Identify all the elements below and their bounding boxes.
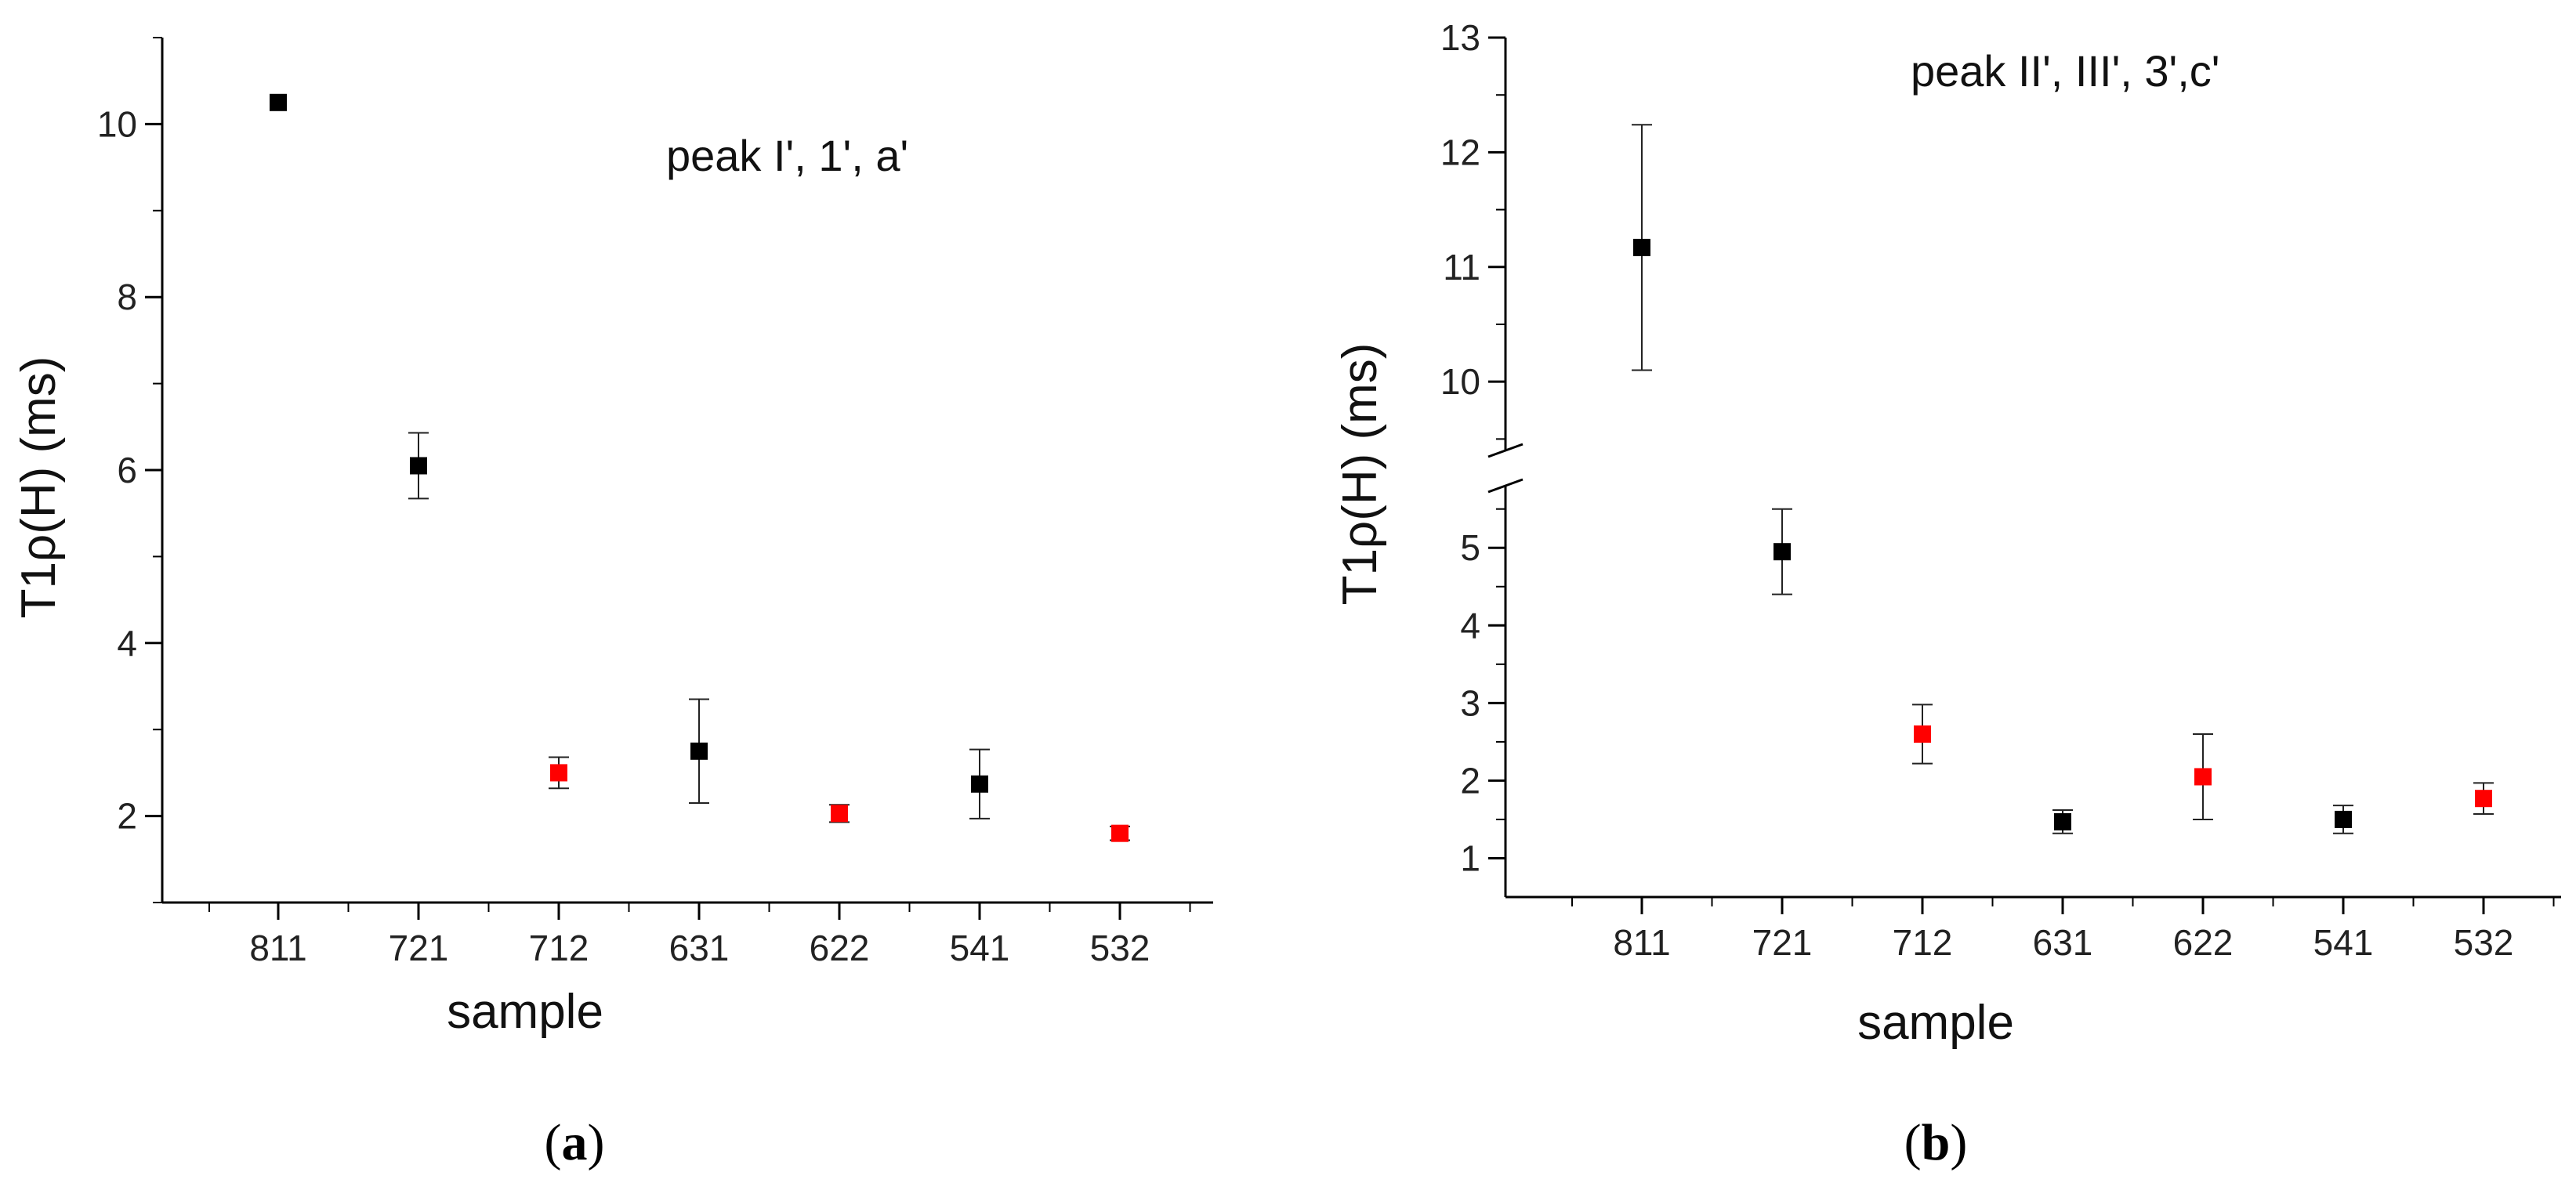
panel-a-y-tick-label: 6 [117, 450, 137, 490]
panel-b-x-tick-label: 631 [2033, 922, 2093, 963]
panel-b-chart: peak II', III', 3',c' sample T1ρ(H) (ms)… [1333, 17, 2561, 1050]
panel-a-x-tick-label: 811 [249, 928, 306, 968]
panel-b-data-point [2335, 810, 2352, 828]
panel-a-x-tick-label: 532 [1090, 928, 1150, 968]
panel-b-y-tick-label: 2 [1460, 760, 1480, 801]
panel-a-label: (a) [545, 1114, 605, 1171]
panel-a-data-point [971, 775, 988, 793]
panel-b-label: (b) [1904, 1114, 1968, 1171]
panel-b-x-axis-title: sample [1857, 996, 2014, 1050]
panel-a-y-tick-label: 8 [117, 277, 137, 317]
panel-b-y-tick-label: 3 [1460, 682, 1480, 723]
panel-b-annotation: peak II', III', 3',c' [1911, 46, 2220, 96]
panel-b-data-point [1914, 725, 1931, 743]
panel-a-y-tick-label: 4 [117, 623, 137, 664]
panel-a-x-tick-label: 721 [389, 928, 449, 968]
panel-b-data-point [1633, 238, 1650, 256]
panel-b-data-point [2475, 790, 2492, 808]
panel-b-data-point [1773, 543, 1791, 561]
panel-a-y-axis-title: T1ρ(H) (ms) [12, 356, 66, 619]
panel-a-x-tick-label: 631 [669, 928, 730, 968]
panel-a-data-point [1111, 824, 1129, 842]
panel-b-x-tick-label: 622 [2173, 922, 2234, 963]
panel-b-y-tick-label: 13 [1440, 17, 1480, 58]
panel-b-y-tick-label: 1 [1460, 838, 1480, 878]
panel-a-chart: peak I', 1', a' sample T1ρ(H) (ms) 24681… [12, 37, 1213, 1039]
panel-b-x-tick-label: 712 [1893, 922, 1953, 963]
panel-b-y-tick-label: 12 [1440, 132, 1480, 172]
panel-a-data-point [550, 764, 567, 782]
panel-b-x-tick-label: 541 [2313, 922, 2374, 963]
panel-b-axis-break-mark [1487, 478, 1523, 494]
panel-b-y-tick-label: 4 [1460, 605, 1480, 646]
panel-b-x-tick-label: 721 [1752, 922, 1813, 963]
panel-b-y-tick-label: 10 [1440, 361, 1480, 402]
panel-b-y-tick-label: 5 [1460, 527, 1480, 568]
panel-a-x-axis-title: sample [447, 985, 603, 1039]
panel-a-data-point [831, 805, 848, 823]
panel-b-data-point [2054, 812, 2071, 830]
panel-a-data-point [690, 742, 708, 760]
panel-b-x-tick-label: 532 [2454, 922, 2514, 963]
panel-b-x-tick-label: 811 [1613, 922, 1670, 963]
panel-a-x-tick-label: 622 [810, 928, 870, 968]
panel-b-y-tick-label: 11 [1443, 247, 1480, 288]
panel-a-data-point [270, 93, 287, 111]
panel-a-x-tick-label: 541 [950, 928, 1010, 968]
panel-a-y-tick-label: 10 [97, 103, 137, 144]
panel-a-y-tick-label: 2 [117, 796, 137, 837]
panel-b-y-axis-title: T1ρ(H) (ms) [1333, 343, 1387, 606]
panel-b-axis-break-mark [1487, 443, 1523, 458]
panel-a-data-point [410, 457, 427, 475]
panel-a-x-tick-label: 712 [529, 928, 589, 968]
panel-b-data-point [2194, 768, 2212, 786]
panel-a-annotation: peak I', 1', a' [666, 131, 908, 180]
